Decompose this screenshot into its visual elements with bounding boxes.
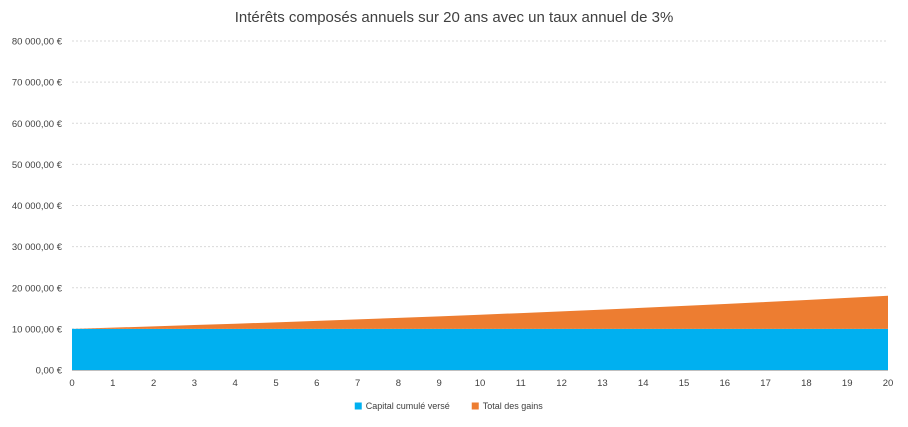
- x-tick-label: 5: [273, 378, 278, 389]
- gridlines: [72, 40, 888, 330]
- x-tick-label: 16: [720, 378, 731, 389]
- x-axis: 0 1 2 3 4 5 6 7 8 9 10 11 12 13 14 15 16 17 18 19 20: [69, 370, 894, 389]
- legend-label: Total des gains: [483, 401, 544, 411]
- y-tick-label: 20 000,00 €: [12, 283, 63, 294]
- x-tick-label: 3: [192, 378, 197, 389]
- x-tick-label: 11: [516, 378, 526, 389]
- x-tick-label: 15: [679, 378, 690, 389]
- x-tick-label: 1: [110, 378, 115, 389]
- y-tick-label: 70 000,00 €: [12, 78, 63, 89]
- x-tick-label: 13: [597, 378, 608, 389]
- y-tick-label: 50 000,00 €: [12, 160, 63, 171]
- x-tick-label: 6: [314, 378, 319, 389]
- y-tick-label: 30 000,00 €: [12, 242, 63, 253]
- x-tick-label: 0: [69, 378, 74, 389]
- x-tick-label: 19: [842, 378, 853, 389]
- area-series-layer: [72, 295, 888, 370]
- y-tick-label: 10 000,00 €: [12, 324, 63, 335]
- y-tick-label: 0,00 €: [36, 366, 63, 377]
- x-tick-label: 18: [801, 378, 812, 389]
- x-tick-label: 8: [396, 378, 401, 389]
- legend-item-2: Total des gains: [471, 401, 544, 411]
- x-tick-label: 2: [151, 378, 156, 389]
- area-series-2: [72, 295, 888, 329]
- x-tick-label: 12: [556, 378, 567, 389]
- legend-swatch: [354, 402, 362, 410]
- legend-swatch: [471, 402, 479, 410]
- x-tick-label: 4: [233, 378, 238, 389]
- y-tick-label: 60 000,00 €: [12, 119, 63, 130]
- legend-label: Capital cumulé versé: [366, 401, 450, 411]
- y-tick-label: 80 000,00 €: [12, 37, 63, 48]
- y-tick-label: 40 000,00 €: [12, 201, 63, 212]
- y-axis: 0,00 € 10 000,00 € 20 000,00 € 30 000,00 € 4…: [12, 37, 63, 377]
- legend: Capital cumulé versé Total des gains: [354, 401, 544, 411]
- x-tick-label: 17: [760, 378, 771, 389]
- x-tick-label: 9: [437, 378, 442, 389]
- chart-title: Intérêts composés annuels sur 20 ans ave…: [235, 9, 674, 26]
- x-tick-label: 7: [355, 378, 360, 389]
- x-tick-label: 10: [475, 378, 486, 389]
- legend-item-1: Capital cumulé versé: [354, 401, 450, 411]
- area-series-1: [72, 328, 888, 370]
- x-tick-label: 20: [883, 378, 894, 389]
- x-tick-label: 14: [638, 378, 649, 389]
